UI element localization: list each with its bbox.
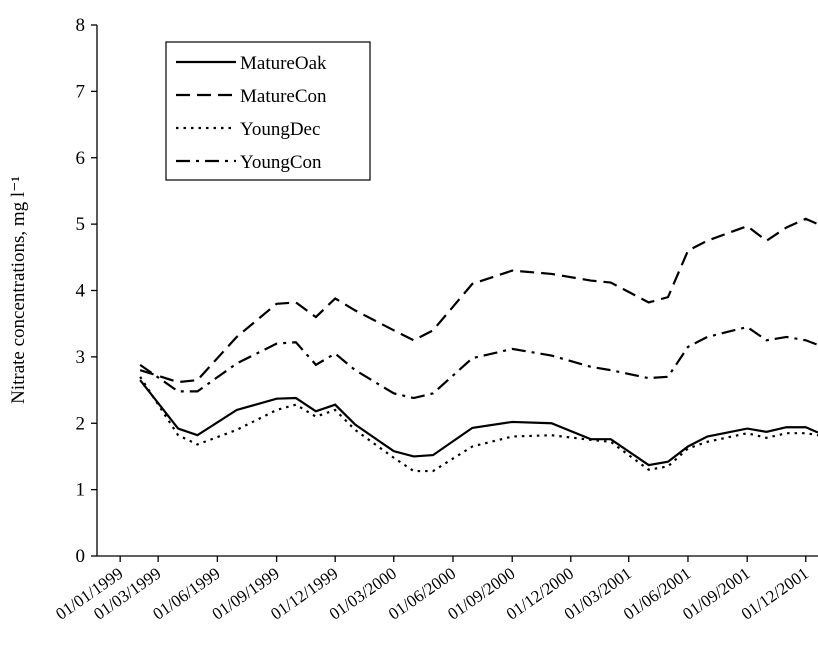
y-tick-label: 6 [76,148,86,169]
series-line [139,217,818,384]
y-tick-label: 2 [76,413,86,434]
series-line [139,379,818,467]
legend-label: YoungCon [240,152,322,173]
legend-label: MatureOak [240,53,327,74]
legend: MatureOak MatureCon YoungDec YoungCon [165,41,371,181]
y-tick-label: 3 [76,347,86,368]
legend-box [165,41,371,181]
y-tick-label: 7 [76,81,86,102]
legend-label: YoungDec [240,119,320,140]
y-tick-label: 5 [76,214,86,235]
y-tick-label: 1 [76,480,86,501]
legend-label: MatureCon [240,86,327,107]
y-axis-label: Nitrate concentrations, mg l⁻¹ [8,176,29,404]
y-tick-label: 0 [76,546,86,567]
y-tick-label: 8 [76,15,86,36]
series-line [139,325,818,400]
series-line [139,376,818,473]
y-tick-label: 4 [76,281,86,302]
